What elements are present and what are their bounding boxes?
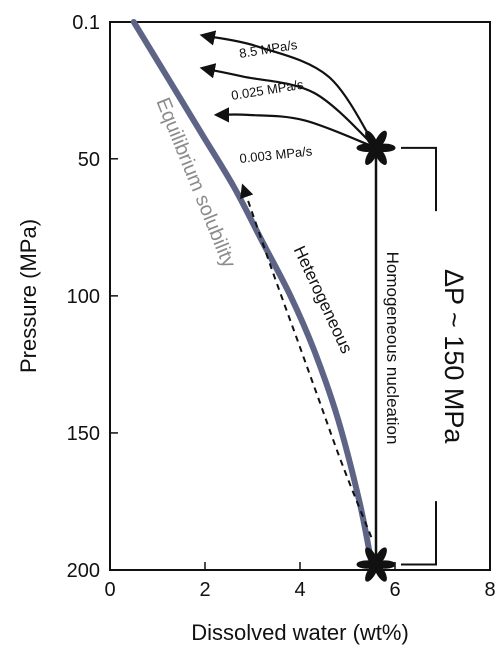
x-axis-ticks: 0 2 4 6 8 [104, 562, 496, 601]
y-tick-label: 150 [67, 423, 100, 445]
y-tick-label: 50 [78, 149, 100, 171]
y-tick-label: 100 [67, 286, 100, 308]
y-tick-label: 200 [67, 560, 100, 582]
lower-star-marker [356, 547, 396, 582]
series-line-1 [240, 183, 373, 538]
homogeneous-nucleation-label: Homogeneous nucleation [383, 252, 402, 445]
decompression-path-1 [199, 63, 377, 149]
x-tick-label: 4 [294, 579, 305, 601]
heterogeneous-label: Heterogeneous [290, 243, 356, 356]
upper-star-marker [356, 130, 396, 165]
y-axis-title: Pressure (MPa) [16, 219, 41, 373]
delta-p-bracket-top [401, 146, 437, 212]
series-line-0 [130, 19, 375, 565]
x-tick-label: 2 [199, 579, 210, 601]
x-tick-label: 6 [389, 579, 400, 601]
y-axis-ticks: 0.1 50 100 150 200 [67, 12, 118, 582]
delta-p-bracket-bottom [401, 501, 437, 566]
x-tick-label: 0 [104, 579, 115, 601]
x-tick-label: 8 [484, 579, 495, 601]
decompression-path-0 [199, 30, 377, 149]
x-axis-title: Dissolved water (wt%) [191, 620, 409, 645]
y-tick-label: 0.1 [72, 12, 100, 34]
decompression-paths: 8.5 MPa/s0.025 MPa/s0.003 MPa/s [199, 30, 377, 166]
decompression-path-2 [213, 107, 377, 149]
rate-label-2: 0.003 MPa/s [239, 143, 314, 166]
markers-layer [356, 130, 396, 582]
delta-p-label: ΔP ~ 150 MPa [439, 269, 469, 444]
series-layer [130, 19, 378, 565]
